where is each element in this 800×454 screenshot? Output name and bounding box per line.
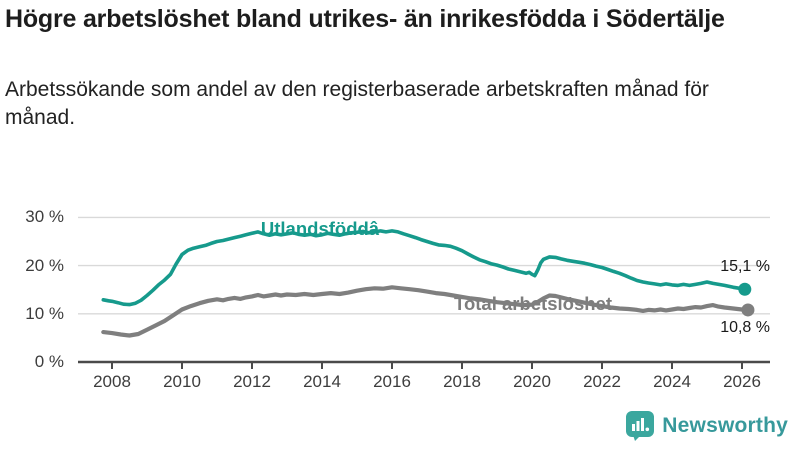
gridlines — [78, 216, 770, 315]
total-arbetsloshet-line — [101, 285, 751, 338]
newsworthy-logo[interactable]: Newsworthy — [626, 411, 788, 441]
newsworthy-wordmark: Newsworthy — [662, 414, 788, 437]
bar-chart-speech-bubble-icon — [626, 411, 655, 441]
end-point-dots — [738, 282, 755, 317]
end-dot — [741, 303, 755, 317]
chart-title: Högre arbetslöshet bland utrikes- än inr… — [5, 5, 725, 33]
end-dot — [738, 282, 752, 296]
chart-subtitle: Arbetssökande som andel av den registerb… — [5, 78, 709, 129]
utlandsfodda-line — [101, 229, 747, 307]
data-lines — [101, 229, 751, 338]
line-chart-canvas: Utlandsföddâ Total arbetslöshet — [78, 216, 770, 369]
x-axis — [78, 360, 770, 369]
chart-card: Högre arbetslöshet bland utrikes- än inr… — [0, 4, 800, 454]
